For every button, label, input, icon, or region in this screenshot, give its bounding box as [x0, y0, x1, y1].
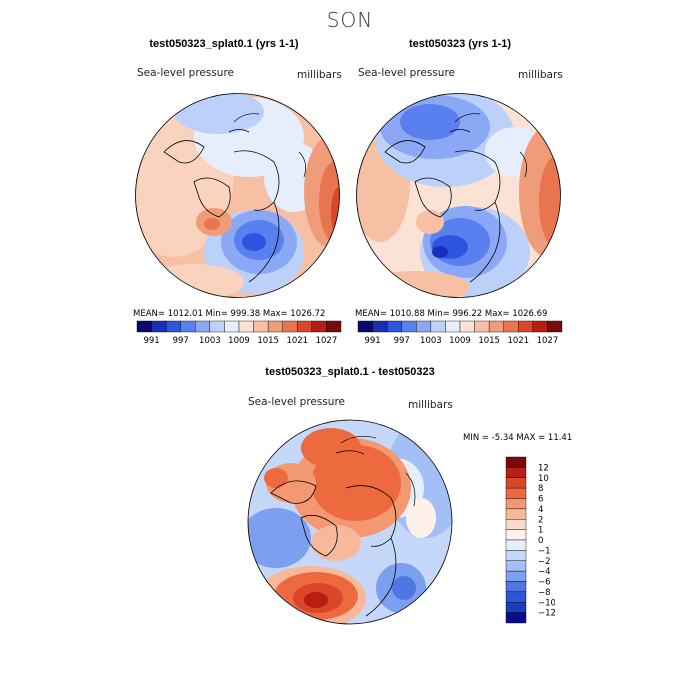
colorbar-tick-label: −4	[538, 567, 551, 577]
panel-2-stats: MEAN= 1010.88 Min= 996.22 Max= 1026.69	[355, 309, 548, 319]
colorbar-tick-label: 10	[538, 474, 549, 484]
colorbar-tick-label: 1003	[420, 336, 442, 346]
colorbar-swatch	[505, 581, 527, 593]
colorbar-swatch	[518, 320, 534, 333]
colorbar-tick-label: −6	[538, 578, 551, 588]
colorbar-tick-label: 12	[538, 463, 549, 473]
colorbar-swatch	[505, 519, 527, 530]
colorbar-tick-label: 2	[538, 515, 543, 525]
colorbar-tick-label: −1	[538, 546, 551, 556]
colorbar-swatch	[357, 320, 373, 333]
panel-2-title: test050323 (yrs 1-1)	[408, 38, 512, 50]
panel-1-variable: Sea-level pressure	[137, 67, 235, 79]
panel-2-variable: Sea-level pressure	[358, 67, 456, 79]
panel-2-map	[356, 93, 561, 298]
diff-title: test050323_splat0.1 - test050323	[265, 366, 435, 378]
colorbar-swatch	[505, 477, 527, 489]
colorbar-swatch	[445, 320, 461, 333]
colorbar-swatch	[267, 320, 283, 333]
colorbar-swatch	[505, 498, 527, 510]
colorbar-tick-label: 1015	[478, 336, 500, 346]
colorbar-swatch	[372, 320, 388, 333]
colorbar-swatch	[311, 320, 327, 333]
colorbar-swatch	[505, 487, 527, 499]
colorbar-swatch	[505, 508, 527, 520]
colorbar-swatch	[505, 529, 527, 541]
colorbar-swatch	[416, 320, 432, 333]
colorbar-swatch	[282, 320, 298, 333]
colorbar-tick-label: 1027	[316, 336, 338, 346]
panel-2-colorbar: 991997100310091015102110271033	[357, 320, 563, 346]
colorbar-tick-label: 991	[143, 336, 159, 346]
colorbar-swatch	[151, 320, 167, 333]
colorbar-tick-label: −12	[538, 609, 555, 619]
diff-map	[247, 419, 453, 625]
season-title: SON	[326, 8, 374, 32]
colorbar-swatch	[505, 570, 527, 582]
colorbar-swatch	[505, 456, 527, 468]
colorbar-swatch	[505, 591, 527, 603]
colorbar-tick-label: 6	[538, 495, 543, 505]
colorbar-swatch	[326, 320, 342, 333]
colorbar-swatch	[505, 467, 527, 478]
panel-1-map	[135, 93, 340, 298]
colorbar-swatch	[209, 320, 225, 333]
colorbar-swatch	[532, 320, 548, 333]
colorbar-swatch	[401, 320, 417, 333]
colorbar-tick-label: 0	[538, 536, 543, 546]
colorbar-tick-label: 1015	[257, 336, 279, 346]
panel-1-units: millibars	[297, 69, 342, 81]
diff-variable: Sea-level pressure	[248, 396, 346, 408]
colorbar-swatch	[136, 320, 152, 333]
colorbar-swatch	[238, 320, 254, 333]
colorbar-swatch	[459, 320, 475, 333]
colorbar-tick-label: 1021	[507, 336, 529, 346]
colorbar-swatch	[297, 320, 313, 333]
colorbar-swatch	[503, 320, 519, 333]
colorbar-swatch	[547, 320, 563, 333]
colorbar-swatch	[474, 320, 490, 333]
colorbar-swatch	[505, 550, 527, 561]
colorbar-tick-label: 4	[538, 505, 543, 515]
colorbar-tick-label: 997	[173, 336, 189, 346]
diff-minmax: MIN = -5.34 MAX = 11.41	[463, 433, 573, 443]
colorbar-tick-label: 1	[538, 526, 543, 536]
colorbar-tick-label: −10	[538, 598, 555, 608]
colorbar-swatch	[180, 320, 196, 333]
colorbar-swatch	[165, 320, 181, 333]
colorbar-swatch	[505, 612, 527, 624]
colorbar-tick-label: 1021	[286, 336, 308, 346]
colorbar-tick-label: 1003	[199, 336, 221, 346]
colorbar-tick-label: −2	[538, 557, 551, 567]
colorbar-swatch	[430, 320, 446, 333]
colorbar-swatch	[253, 320, 269, 333]
panel-1-colorbar: 991997100310091015102110271033	[136, 320, 342, 346]
colorbar-tick-label: 991	[364, 336, 380, 346]
colorbar-swatch	[505, 539, 527, 551]
colorbar-swatch	[224, 320, 240, 333]
colorbar-tick-label: 1009	[228, 336, 250, 346]
colorbar-tick-label: 997	[394, 336, 410, 346]
colorbar-swatch	[488, 320, 504, 333]
colorbar-swatch	[505, 560, 527, 572]
colorbar-tick-label: 1027	[537, 336, 559, 346]
panel-2-units: millibars	[518, 69, 563, 81]
colorbar-swatch	[505, 602, 527, 613]
colorbar-tick-label: 8	[538, 484, 543, 494]
colorbar-tick-label: 1009	[449, 336, 471, 346]
colorbar-swatch	[386, 320, 402, 333]
panel-1-title: test050323_splat0.1 (yrs 1-1)	[149, 38, 299, 50]
panel-1-stats: MEAN= 1012.01 Min= 999.38 Max= 1026.72	[133, 309, 326, 319]
colorbar-swatch	[195, 320, 211, 333]
diff-units: millibars	[408, 399, 453, 411]
colorbar-tick-label: −8	[538, 588, 551, 598]
